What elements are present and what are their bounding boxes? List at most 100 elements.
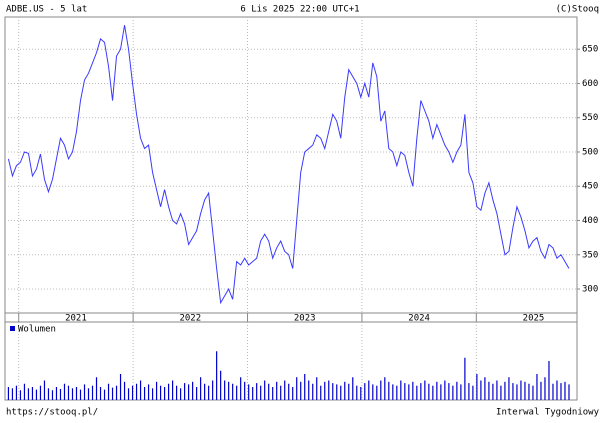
volume-bar <box>500 385 502 400</box>
volume-bar <box>95 377 98 400</box>
volume-bar <box>460 384 462 400</box>
volume-bar <box>332 383 334 400</box>
y-tick-label: 650 <box>582 45 598 55</box>
volume-bar <box>127 388 130 400</box>
volume-bar <box>568 384 570 400</box>
volume-bar <box>464 357 466 400</box>
legend-label: Wolumen <box>18 325 56 335</box>
volume-bar <box>35 389 38 400</box>
volume-bar <box>308 380 310 400</box>
volume-bar <box>212 380 214 400</box>
volume-bar <box>131 385 134 400</box>
volume-bar <box>268 383 270 400</box>
volume-bar <box>39 385 42 400</box>
volume-bar <box>340 385 342 400</box>
volume-bar <box>59 388 62 400</box>
volume-bar <box>83 384 86 400</box>
volume-bar <box>496 380 498 400</box>
volume-bar <box>147 384 150 400</box>
volume-bar <box>87 388 90 400</box>
volume-bar <box>508 377 510 400</box>
volume-bar <box>336 384 338 400</box>
volume-bar <box>292 387 294 400</box>
volume-bar <box>472 385 474 400</box>
volume-bar <box>27 388 30 400</box>
y-tick-label: 450 <box>582 182 598 192</box>
volume-bar <box>372 384 374 400</box>
volume-bar <box>107 383 110 400</box>
x-tick-label: 2024 <box>408 314 430 324</box>
volume-bar <box>444 380 446 400</box>
volume-bar <box>312 383 314 400</box>
volume-bar <box>476 374 478 400</box>
y-tick-label: 350 <box>582 250 598 260</box>
volume-bar <box>284 380 286 400</box>
volume-bar <box>111 387 114 400</box>
x-tick-label: 2025 <box>523 314 545 324</box>
volume-bar <box>244 381 246 400</box>
volume-bar <box>520 380 522 400</box>
volume-bar <box>135 383 138 400</box>
volume-bar <box>280 385 282 400</box>
volume-bar <box>428 383 430 400</box>
volume-bar <box>296 377 298 400</box>
volume-bar <box>548 361 550 400</box>
volume-bar <box>75 387 78 400</box>
volume-bar <box>47 388 50 400</box>
volume-bar <box>163 387 166 400</box>
volume-bar <box>388 381 390 400</box>
volume-bar <box>368 380 370 400</box>
volume-bar <box>19 390 22 400</box>
volume-bar <box>396 385 398 400</box>
volume-bar <box>424 380 426 400</box>
volume-bar <box>264 380 266 400</box>
footer-url[interactable]: https://stooq.pl/ <box>6 408 98 418</box>
volume-bar <box>155 381 158 400</box>
y-tick-label: 400 <box>582 216 598 226</box>
volume-bar <box>352 377 354 400</box>
volume-bar <box>516 384 518 400</box>
volume-bar <box>55 387 58 400</box>
volume-bar <box>432 385 434 400</box>
volume-bar <box>63 383 66 400</box>
volume-bar <box>504 381 506 400</box>
volume-bar <box>200 377 202 400</box>
volume-bar <box>23 383 26 400</box>
volume-bar <box>560 383 562 400</box>
volume-bar <box>316 377 318 400</box>
x-tick-label: 2021 <box>65 314 87 324</box>
volume-bar <box>91 385 94 400</box>
volume-bar <box>71 388 74 400</box>
volume-bar <box>11 388 14 400</box>
volume-bar <box>192 381 194 400</box>
volume-bar <box>420 383 422 400</box>
volume-bar <box>564 381 566 400</box>
volume-bar <box>536 374 538 400</box>
volume-bar <box>512 383 514 400</box>
volume-bar <box>119 374 122 400</box>
volume-bar <box>532 385 534 400</box>
volume-bar <box>380 380 382 400</box>
volume-bar <box>448 383 450 400</box>
volume-bar <box>408 384 410 400</box>
volume-bar <box>320 385 322 400</box>
volume-bar <box>171 380 174 400</box>
volume-bar <box>216 351 218 400</box>
volume-bar <box>67 385 70 400</box>
volume-bar <box>228 381 230 400</box>
volume-bar <box>436 381 438 400</box>
volume-bar <box>115 385 118 400</box>
volume-bar <box>7 387 10 400</box>
volume-bar <box>260 385 262 400</box>
volume-bar <box>15 385 18 400</box>
volume-bar <box>344 381 346 400</box>
volume-bar <box>220 370 222 400</box>
volume-bar <box>488 381 490 400</box>
volume-bar <box>480 380 482 400</box>
volume-bar <box>364 383 366 400</box>
volume-bar <box>412 381 414 400</box>
header-date: 6 Lis 2025 22:00 UTC+1 <box>240 5 359 15</box>
volume-bar <box>452 385 454 400</box>
